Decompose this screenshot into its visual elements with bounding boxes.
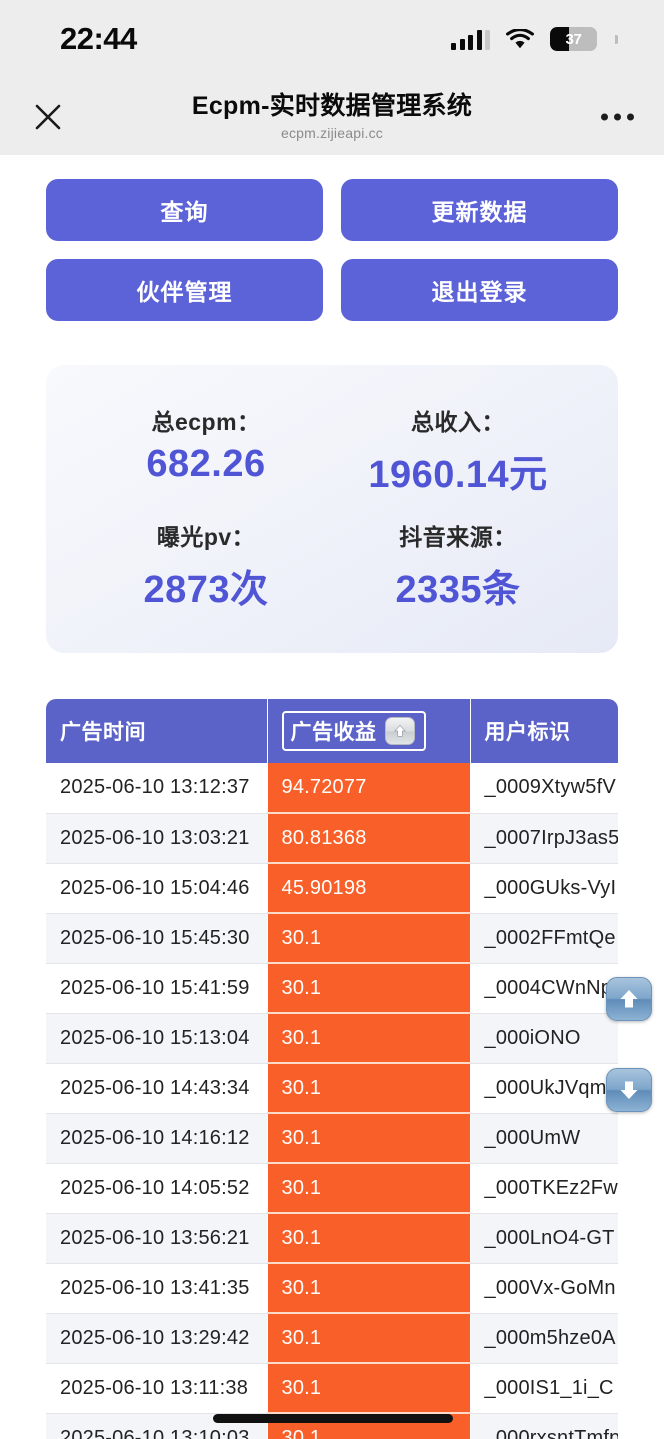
cell-ad-revenue: 30.1 [266, 1013, 471, 1064]
table-row[interactable]: 2025-06-10 15:04:46 45.90198 _000GUks-VyI [46, 863, 618, 914]
cell-user-id: _0007IrpJ3as5 [470, 813, 618, 864]
data-table-container[interactable]: 广告时间 广告收益 用户标识 2025-06- [46, 699, 618, 1439]
cell-ad-time: 2025-06-10 13:29:42 [46, 1313, 267, 1364]
cell-ad-time: 2025-06-10 13:41:35 [46, 1263, 267, 1314]
cell-ad-time: 2025-06-10 13:11:38 [46, 1363, 267, 1414]
cell-user-id: _000iONO [470, 1013, 618, 1064]
battery-cap-icon [615, 34, 618, 44]
arrow-down-icon[interactable] [606, 1068, 652, 1112]
table-header-row: 广告时间 广告收益 用户标识 [46, 699, 618, 763]
cell-ad-revenue: 30.1 [266, 1313, 471, 1364]
page-domain: ecpm.zijieapi.cc [280, 124, 383, 141]
cell-ad-time: 2025-06-10 15:41:59 [46, 963, 267, 1014]
table-row[interactable]: 2025-06-10 15:45:30 30.1 _0002FFmtQe [46, 913, 618, 964]
column-header-user-id[interactable]: 用户标识 [470, 699, 618, 763]
cell-ad-time: 2025-06-10 14:16:12 [46, 1113, 267, 1164]
cell-ad-revenue: 30.1 [266, 1113, 471, 1164]
table-row[interactable]: 2025-06-10 13:41:35 30.1 _000Vx-GoMn [46, 1263, 618, 1314]
cell-ad-revenue: 30.1 [266, 1163, 471, 1214]
battery-icon: 37 [550, 27, 597, 51]
column-header-ad-time[interactable]: 广告时间 [46, 699, 268, 763]
query-button[interactable]: 查询 [46, 179, 323, 241]
cell-user-id: _0004CWnNp [470, 963, 618, 1014]
nav-bar: Ecpm-实时数据管理系统 ecpm.zijieapi.cc [0, 78, 664, 155]
signal-icon [451, 29, 490, 50]
cell-ad-revenue: 94.72077 [266, 763, 471, 814]
cell-ad-time: 2025-06-10 15:04:46 [46, 863, 267, 914]
cell-ad-revenue: 30.1 [266, 913, 471, 964]
table-row[interactable]: 2025-06-10 13:12:37 94.72077 _0009Xtyw5fV [46, 763, 618, 814]
stat-label-douyin-source: 抖音来源： [399, 524, 517, 550]
table-row[interactable]: 2025-06-10 14:05:52 30.1 _000TKEz2Fw [46, 1163, 618, 1214]
status-bar: 22:44 37 [0, 0, 664, 78]
stat-value-total-income: 1960.14元 [368, 454, 548, 496]
cell-ad-time: 2025-06-10 13:56:21 [46, 1213, 267, 1264]
page-title: Ecpm-实时数据管理系统 [191, 92, 473, 121]
battery-percent: 37 [565, 30, 582, 48]
cell-ad-revenue: 80.81368 [266, 813, 471, 864]
table-row[interactable]: 2025-06-10 13:29:42 30.1 _000m5hze0A [46, 1313, 618, 1364]
summary-stats-card: 总ecpm： 总收入： 682.26 1960.14元 曝光pv： 抖音来源： … [46, 365, 618, 653]
cell-user-id: _000Vx-GoMn [470, 1263, 618, 1314]
table-row[interactable]: 2025-06-10 15:41:59 30.1 _0004CWnNp [46, 963, 618, 1014]
table-row[interactable]: 2025-06-10 14:43:34 30.1 _000UkJVqmN [46, 1063, 618, 1114]
stat-value-douyin-source: 2335条 [395, 569, 521, 611]
cell-ad-time: 2025-06-10 13:03:21 [46, 813, 267, 864]
cell-user-id: _000GUks-VyI [470, 863, 618, 914]
nav-title-block: Ecpm-实时数据管理系统 ecpm.zijieapi.cc [0, 92, 664, 141]
table-body: 2025-06-10 13:12:37 94.72077 _0009Xtyw5fV 2… [46, 763, 618, 1439]
stat-label-exposure-pv: 曝光pv： [156, 524, 256, 550]
close-icon[interactable] [28, 97, 68, 137]
cell-ad-revenue: 30.1 [266, 963, 471, 1014]
cell-user-id: _000LnO4-GT [470, 1213, 618, 1264]
cell-ad-revenue: 30.1 [266, 1063, 471, 1114]
column-header-ad-revenue-label: 广告收益 [290, 721, 377, 744]
cell-user-id: _0002FFmtQe [470, 913, 618, 964]
status-bar-clock: 22:44 [60, 21, 137, 56]
cell-user-id: _000rxsntTmfp [470, 1413, 618, 1439]
column-header-ad-revenue[interactable]: 广告收益 [267, 699, 471, 763]
table-row[interactable]: 2025-06-10 13:56:21 30.1 _000LnO4-GT [46, 1213, 618, 1264]
cell-ad-time: 2025-06-10 15:13:04 [46, 1013, 267, 1064]
arrow-up-icon[interactable] [606, 977, 652, 1021]
stat-label-total-ecpm: 总ecpm： [151, 409, 261, 435]
cell-ad-revenue: 30.1 [266, 1363, 471, 1414]
status-bar-icons: 37 [451, 27, 618, 51]
stat-label-total-income: 总收入： [411, 409, 505, 435]
cell-user-id: _000TKEz2Fw [470, 1163, 618, 1214]
cell-ad-time: 2025-06-10 14:05:52 [46, 1163, 267, 1214]
sort-control[interactable]: 广告收益 [281, 711, 426, 751]
table-row[interactable]: 2025-06-10 13:03:21 80.81368 _0007IrpJ3as5 [46, 813, 618, 864]
partner-management-button[interactable]: 伙伴管理 [46, 259, 323, 321]
logout-button[interactable]: 退出登录 [341, 259, 618, 321]
cell-ad-time: 2025-06-10 15:45:30 [46, 913, 267, 964]
stats-grid: 总ecpm： 总收入： 682.26 1960.14元 曝光pv： 抖音来源： … [80, 393, 584, 621]
refresh-data-button[interactable]: 更新数据 [341, 179, 618, 241]
cell-ad-time: 2025-06-10 13:12:37 [46, 763, 267, 814]
cell-ad-revenue: 30.1 [266, 1213, 471, 1264]
cell-user-id: _000UkJVqmN [470, 1063, 618, 1114]
cell-user-id: _000m5hze0A [470, 1313, 618, 1364]
cell-ad-revenue: 30.1 [266, 1263, 471, 1314]
wifi-icon [506, 27, 534, 50]
cell-user-id: _000IS1_1i_C [470, 1363, 618, 1414]
cell-user-id: _000UmW [470, 1113, 618, 1164]
stat-value-total-ecpm: 682.26 [146, 443, 266, 485]
table-row[interactable]: 2025-06-10 14:16:12 30.1 _000UmW [46, 1113, 618, 1164]
table-row[interactable]: 2025-06-10 15:13:04 30.1 _000iONO [46, 1013, 618, 1064]
table-row[interactable]: 2025-06-10 13:11:38 30.1 _000IS1_1i_C [46, 1363, 618, 1414]
cell-ad-time: 2025-06-10 14:43:34 [46, 1063, 267, 1114]
horizontal-scrollbar[interactable] [213, 1414, 453, 1423]
action-button-grid: 查询 更新数据 伙伴管理 退出登录 [0, 155, 664, 321]
cell-ad-revenue: 45.90198 [266, 863, 471, 914]
stat-value-exposure-pv: 2873次 [143, 569, 269, 611]
more-options-icon[interactable] [601, 113, 634, 120]
data-table: 广告时间 广告收益 用户标识 2025-06- [46, 699, 618, 1439]
cell-user-id: _0009Xtyw5fV [470, 763, 618, 814]
sort-ascending-arrow-icon[interactable] [384, 717, 415, 745]
